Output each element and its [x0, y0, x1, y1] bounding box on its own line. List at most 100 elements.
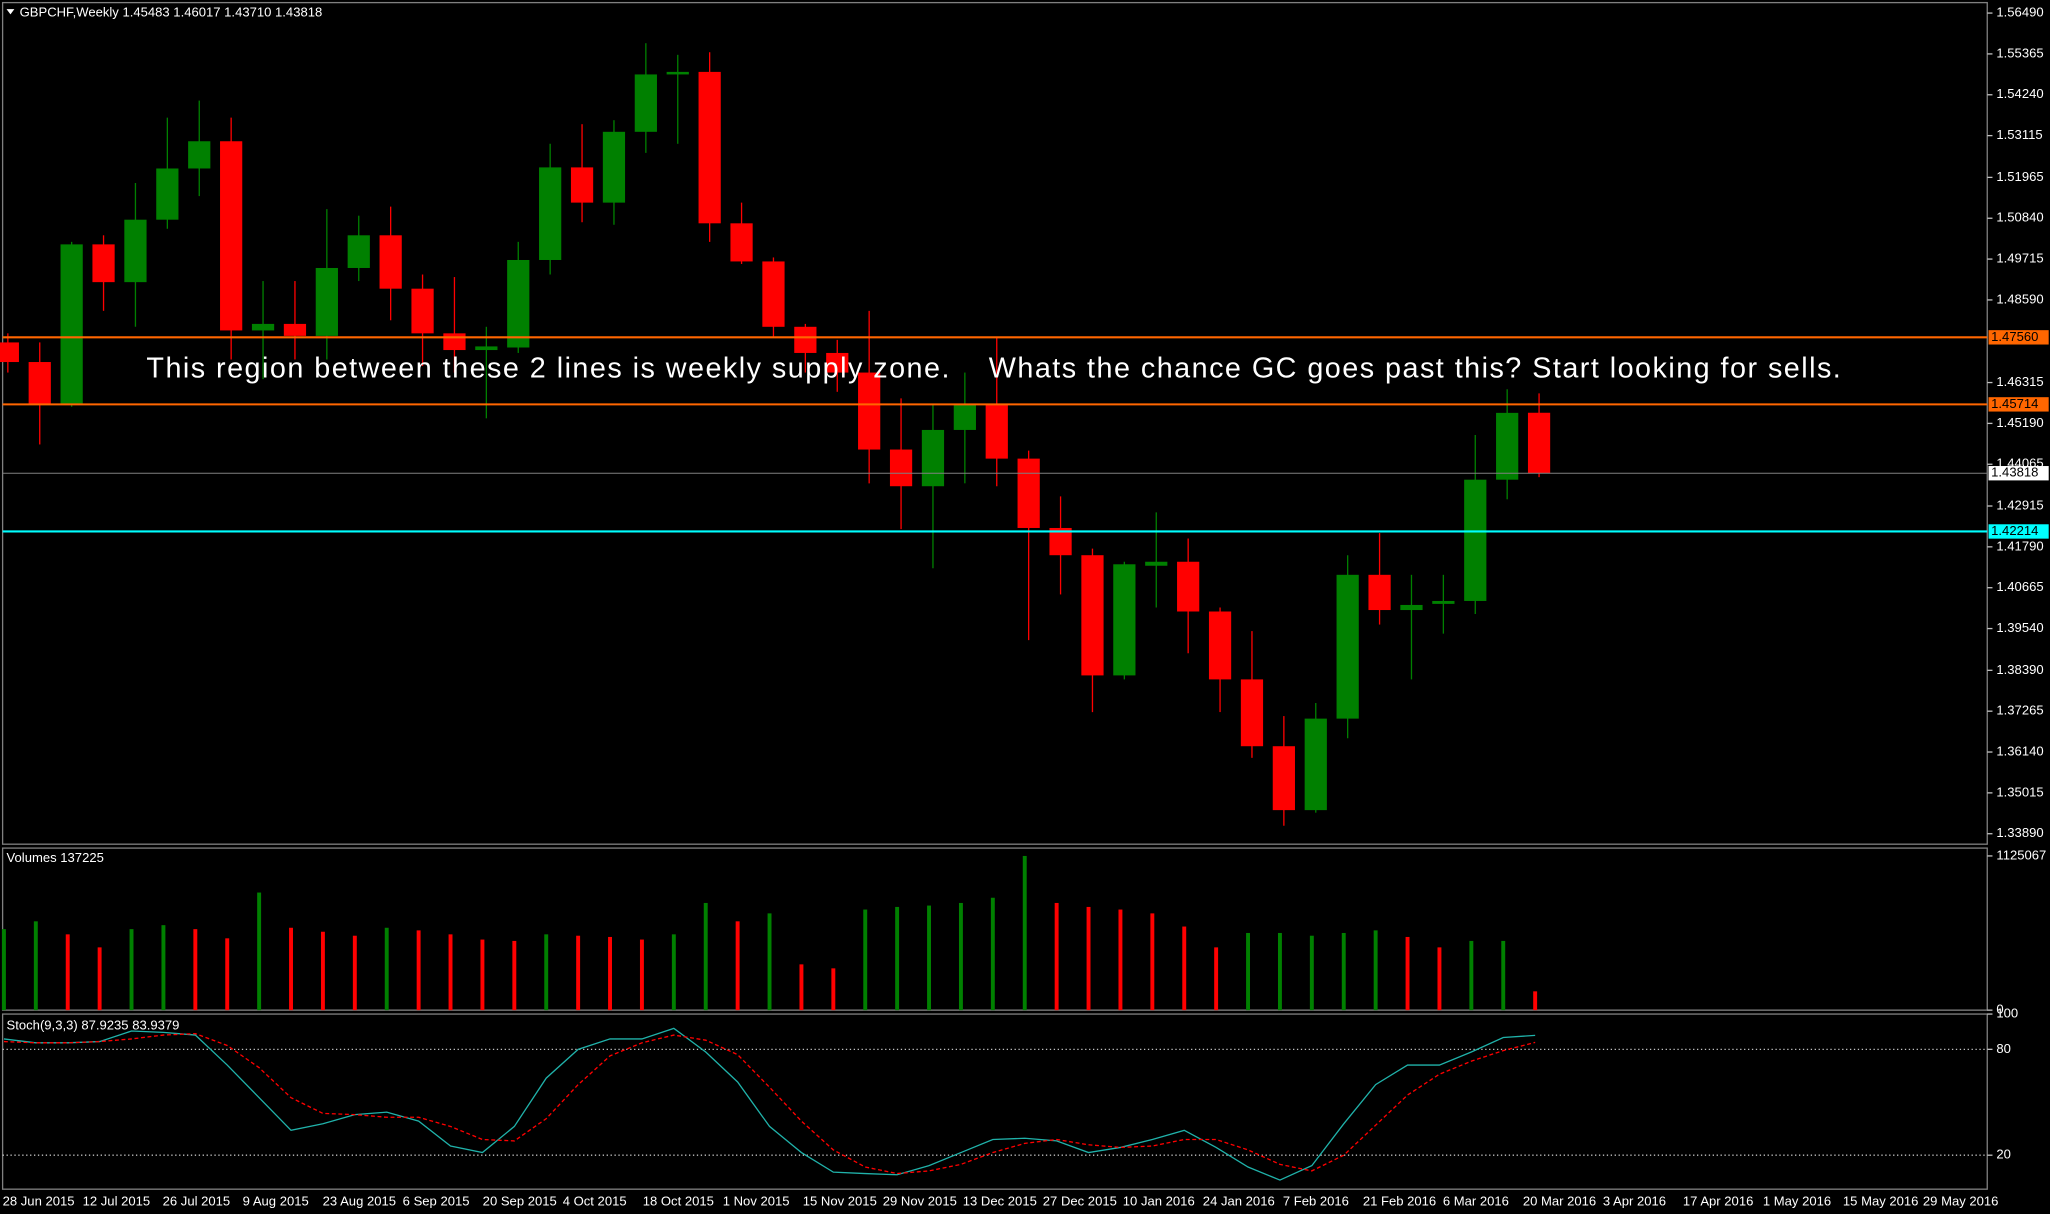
- price-label: 1.47560: [1991, 329, 2038, 344]
- volume-bar: [1, 929, 6, 1011]
- stoch-panel: [1, 1013, 1988, 1190]
- x-tick-label: 1 May 2016: [1763, 1194, 1831, 1209]
- y-tick-label: 1.49715: [1996, 251, 2043, 266]
- candle-body: [634, 74, 657, 132]
- volume-bar: [97, 947, 102, 1011]
- candle-body: [570, 167, 594, 203]
- candle-body: [124, 219, 147, 283]
- x-tick-label: 4 Oct 2015: [563, 1194, 627, 1209]
- volume-bar: [129, 929, 134, 1011]
- volume-bar: [1341, 932, 1346, 1011]
- price-label-box: [1988, 466, 2049, 481]
- y-tick-label: 1.39540: [1996, 620, 2043, 635]
- x-tick-label: 18 Oct 2015: [643, 1194, 714, 1209]
- candle-body: [1017, 458, 1040, 528]
- volume-bar: [1501, 940, 1506, 1011]
- volume-bar: [1437, 947, 1442, 1011]
- volume-bar: [831, 968, 836, 1011]
- volume-bar: [257, 892, 262, 1011]
- y-tick-label: 0: [1996, 1002, 2003, 1017]
- candle-body: [826, 352, 849, 373]
- x-tick-label: 7 Feb 2016: [1283, 1194, 1349, 1209]
- x-tick-label: 23 Aug 2015: [323, 1194, 396, 1209]
- volume-bar: [671, 934, 676, 1011]
- volume-bar: [1086, 906, 1091, 1011]
- volume-bar: [161, 925, 166, 1011]
- menu-triangle: [6, 9, 15, 15]
- y-tick-label: 1.50840: [1996, 210, 2043, 225]
- candle-body: [92, 244, 115, 283]
- y-tick-label: 1125067: [1996, 847, 2046, 862]
- volume-bar: [863, 909, 868, 1011]
- volume-bar: [576, 935, 581, 1011]
- price-label-box: [1988, 397, 2049, 412]
- volume-bar: [544, 934, 549, 1011]
- volume-bar: [416, 930, 421, 1011]
- x-tick-label: 17 Apr 2016: [1683, 1194, 1753, 1209]
- candle-body: [1272, 746, 1295, 811]
- volume-bar: [1373, 930, 1378, 1011]
- volume-bar: [33, 921, 38, 1011]
- volume-bar: [1022, 855, 1027, 1011]
- x-tick-label: 3 Apr 2016: [1603, 1194, 1666, 1209]
- x-tick-label: 10 Jan 2016: [1123, 1194, 1195, 1209]
- volume-bar: [1054, 902, 1059, 1011]
- annotation: This region between these 2 lines is wee…: [146, 352, 1840, 384]
- x-tick-label: 12 Jul 2015: [83, 1194, 151, 1209]
- main-title: GBPCHF,Weekly 1.45483 1.46017 1.43710 1.…: [20, 5, 323, 20]
- y-tick-label: 1.55365: [1996, 45, 2043, 60]
- y-tick-label: 1.33890: [1996, 825, 2043, 840]
- stoch-title: Stoch(9,3,3) 87.9235 83.9379: [7, 1017, 180, 1032]
- candle-body: [188, 141, 211, 169]
- candle-body: [1496, 412, 1519, 480]
- x-tick-label: 15 May 2016: [1843, 1194, 1919, 1209]
- volume-bar: [320, 931, 325, 1011]
- x-tick-label: 21 Feb 2016: [1363, 1194, 1436, 1209]
- volume-bar: [990, 897, 995, 1011]
- x-tick-label: 6 Mar 2016: [1443, 1194, 1509, 1209]
- volume-bar: [767, 913, 772, 1011]
- candle-body: [156, 168, 179, 220]
- x-tick-label: 6 Sep 2015: [403, 1194, 470, 1209]
- candle-body: [539, 167, 562, 260]
- x-tick-label: 26 Jul 2015: [163, 1194, 231, 1209]
- volume-bar: [1405, 936, 1410, 1011]
- candle-body: [794, 326, 817, 353]
- volume-bar: [1118, 909, 1123, 1011]
- candle-body: [730, 223, 753, 262]
- volume-bar: [1309, 935, 1314, 1011]
- y-tick-label: 80: [1996, 1041, 2011, 1056]
- volume-bar: [1150, 913, 1155, 1011]
- x-tick-label: 29 Nov 2015: [883, 1194, 957, 1209]
- candle-body: [889, 449, 913, 487]
- candle-body: [60, 244, 83, 405]
- volume-bar: [448, 934, 453, 1011]
- x-tick-label: 1 Nov 2015: [723, 1194, 790, 1209]
- x-tick-label: 9 Aug 2015: [243, 1194, 309, 1209]
- y-tick-label: 1.38390: [1996, 662, 2043, 677]
- candle-body: [858, 372, 881, 450]
- volume-bar: [289, 927, 293, 1011]
- volume-bar: [958, 902, 963, 1011]
- candle-body: [1432, 600, 1455, 604]
- volume-panel: [1, 847, 1988, 1011]
- y-tick-label: 1.46315: [1996, 374, 2043, 389]
- volume-title: Volumes 137225: [7, 850, 104, 865]
- volume-bar: [352, 935, 357, 1011]
- volume-bar: [703, 902, 708, 1011]
- volume-bar: [65, 934, 70, 1011]
- volume-bar: [608, 936, 612, 1011]
- candle-body: [443, 333, 466, 351]
- candle-body: [1049, 527, 1072, 556]
- candle-body: [1527, 412, 1551, 474]
- price-label: 1.45714: [1991, 396, 2038, 411]
- volume-bar: [225, 938, 230, 1011]
- candle-body: [921, 429, 945, 487]
- y-tick-label: 1.41790: [1996, 538, 2043, 553]
- candle-body: [1177, 561, 1200, 612]
- candle-body: [1368, 574, 1391, 611]
- y-tick-label: 1.35015: [1996, 784, 2043, 799]
- x-tick-label: 13 Dec 2015: [963, 1194, 1037, 1209]
